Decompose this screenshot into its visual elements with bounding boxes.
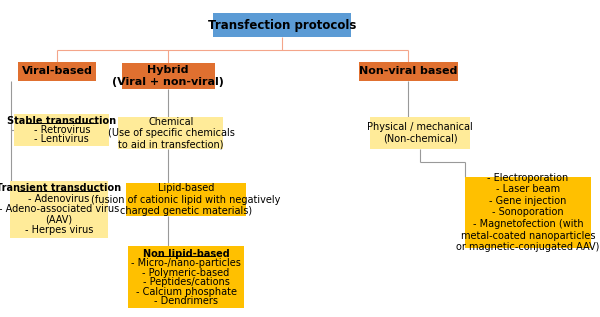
Text: Hybrid
(Viral + non-viral): Hybrid (Viral + non-viral) (112, 65, 224, 87)
FancyBboxPatch shape (465, 177, 591, 248)
FancyBboxPatch shape (359, 62, 458, 81)
FancyBboxPatch shape (10, 181, 108, 238)
Text: - Calcium phosphate: - Calcium phosphate (136, 287, 236, 297)
Text: Non lipid-based: Non lipid-based (143, 249, 229, 259)
Text: Non-viral based: Non-viral based (359, 66, 457, 76)
Text: Viral-based: Viral-based (22, 66, 92, 76)
Text: - Lentivirus: - Lentivirus (34, 134, 89, 144)
Text: - Micro-/nano-particles: - Micro-/nano-particles (131, 258, 241, 268)
FancyBboxPatch shape (18, 62, 96, 81)
FancyBboxPatch shape (118, 117, 223, 149)
Text: Transient transduction: Transient transduction (0, 184, 121, 193)
FancyBboxPatch shape (126, 183, 246, 216)
Text: - Retrovirus: - Retrovirus (34, 125, 90, 135)
FancyBboxPatch shape (370, 117, 470, 149)
Text: Physical / mechanical
(Non-chemical): Physical / mechanical (Non-chemical) (367, 122, 473, 144)
Text: Transfection protocols: Transfection protocols (208, 19, 356, 32)
Text: - Adenovirus: - Adenovirus (28, 194, 89, 204)
Text: Stable transduction: Stable transduction (7, 116, 116, 126)
Text: - Polymeric-based: - Polymeric-based (142, 268, 230, 278)
Text: - Dendrimers: - Dendrimers (154, 296, 218, 306)
Text: - Herpes virus: - Herpes virus (25, 225, 93, 235)
FancyBboxPatch shape (128, 247, 245, 308)
FancyBboxPatch shape (122, 63, 215, 89)
Text: (AAV): (AAV) (45, 215, 73, 225)
Text: Chemical
(Use of specific chemicals
to aid in transfection): Chemical (Use of specific chemicals to a… (107, 117, 235, 150)
Text: - Adeno-associated virus: - Adeno-associated virus (0, 204, 119, 214)
Text: - Peptides/cations: - Peptides/cations (143, 277, 229, 287)
Text: Lipid-based
(fusion of cationic lipid with negatively
charged genetic materials): Lipid-based (fusion of cationic lipid wi… (91, 183, 281, 216)
Text: - Electroporation
- Laser beam
- Gene injection
- Sonoporation
- Magnetofection : - Electroporation - Laser beam - Gene in… (457, 172, 599, 252)
FancyBboxPatch shape (14, 114, 109, 146)
FancyBboxPatch shape (213, 13, 351, 37)
